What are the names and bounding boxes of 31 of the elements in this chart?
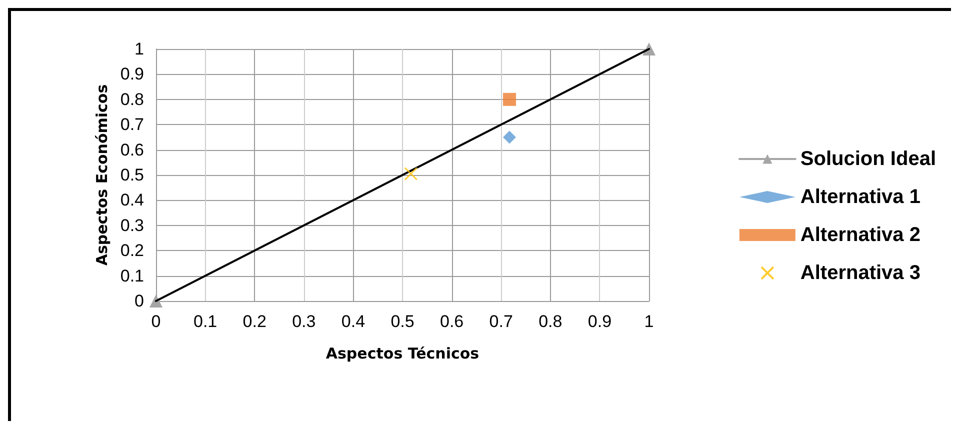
legend-label: Alternativa 2	[800, 224, 920, 246]
x-tick-label: 0.7	[489, 312, 513, 331]
y-tick-label: 0.9	[120, 64, 144, 84]
y-tick-label: 0.1	[120, 266, 144, 286]
legend-label: Solucion Ideal	[800, 148, 936, 170]
x-axis-title: Aspectos Técnicos	[326, 344, 480, 362]
x-tick-label: 0.2	[242, 312, 266, 331]
y-tick-label: 0.8	[120, 90, 144, 109]
x-tick-label: 0	[151, 312, 161, 331]
x-tick-label: 0.8	[538, 312, 562, 331]
x-tick-label: 0.6	[440, 312, 464, 331]
x-tick-label: 0.3	[292, 312, 316, 331]
y-tick-label: 0.5	[120, 166, 144, 184]
y-axis-title: Aspectos Económicos	[92, 84, 111, 266]
legend-label: Alternativa 3	[800, 262, 920, 284]
x-tick-label: 0.4	[341, 312, 366, 331]
point	[502, 92, 516, 106]
y-tick-label: 0.4	[120, 190, 144, 210]
point	[502, 130, 516, 144]
x-tick-label: 0.5	[390, 312, 414, 331]
y-tick-label: 0.6	[120, 140, 144, 160]
y-tick-label: 0.7	[120, 115, 144, 134]
x-tick-label: 1	[644, 312, 654, 331]
y-tick-label: 0.3	[120, 216, 144, 235]
x-tick-label: 0.9	[588, 312, 612, 331]
y-tick-label: 0	[134, 292, 144, 310]
legend-label: Alternativa 1	[800, 186, 920, 208]
x-tick-label: 0.1	[193, 312, 218, 331]
y-tick-label: 1	[134, 40, 144, 58]
point	[404, 166, 418, 180]
y-tick-label: 0.2	[120, 241, 144, 260]
